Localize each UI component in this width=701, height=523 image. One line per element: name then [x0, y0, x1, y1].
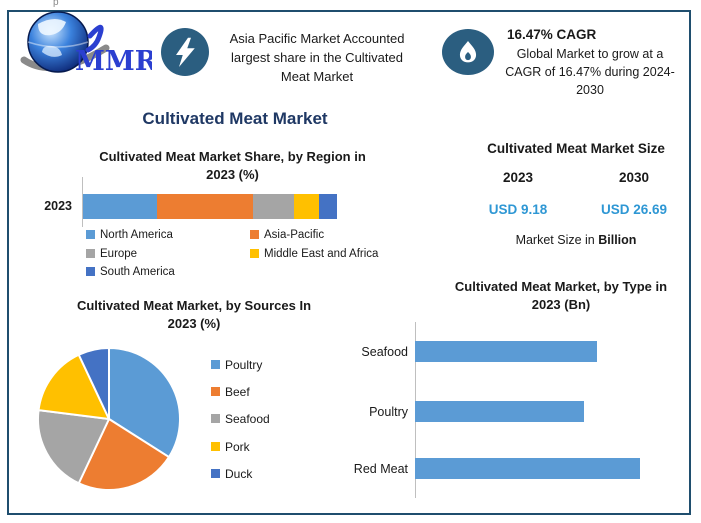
legend-swatch-icon	[211, 468, 220, 478]
region-chart-legend: North America Europe South America Asia-Pa…	[86, 229, 401, 285]
legend-swatch-icon	[211, 360, 220, 369]
type-chart-title: Cultivated Meat Market, by Type in 2023 …	[454, 279, 668, 313]
cagr-title: 16.47% CAGR	[507, 27, 597, 42]
lightning-badge	[161, 28, 209, 76]
type-category-label: Seafood	[361, 344, 408, 359]
market-size-values: USD 9.18 USD 26.69	[460, 202, 692, 217]
type-chart-row-seafood: Seafood	[340, 341, 597, 362]
logo-text: MMR	[75, 46, 152, 77]
region-chart-axis	[82, 177, 83, 227]
sources-chart-legend: Poultry Beef Seafood Pork Duck	[211, 358, 270, 495]
type-category-label: Red Meat	[353, 461, 408, 476]
mmr-logo: MMR	[20, 8, 158, 89]
market-size-year-2023: 2023	[502, 170, 534, 185]
legend-swatch-icon	[211, 441, 220, 451]
region-bar-segment-north-america	[83, 194, 157, 219]
sources-legend-item-poultry: Poultry	[211, 358, 270, 372]
legend-label: Beef	[225, 385, 250, 400]
region-stacked-bar	[83, 194, 337, 219]
region-legend-item-north-america: North America	[86, 229, 250, 242]
sources-legend-item-duck: Duck	[211, 466, 270, 481]
asia-pacific-highlight: Asia Pacific Market Accounted largest sh…	[229, 31, 405, 84]
flame-icon	[459, 41, 477, 63]
legend-swatch-icon	[86, 267, 95, 277]
region-bar-segment-south-america	[319, 194, 337, 219]
market-size-value-2023: USD 9.18	[488, 202, 548, 217]
legend-label: Asia-Pacific	[264, 229, 325, 241]
region-legend-item-south-america: South America	[86, 266, 250, 279]
type-chart-row-poultry: Poultry	[340, 401, 584, 422]
flame-badge	[442, 29, 494, 75]
market-size-years: 2023 2030	[460, 170, 692, 185]
legend-swatch-icon	[250, 230, 259, 239]
market-size-year-2030: 2030	[618, 170, 650, 185]
sources-legend-item-pork: Pork	[211, 439, 270, 454]
region-chart-title: Cultivated Meat Market Share, by Region …	[99, 149, 366, 183]
type-bar-red-meat	[415, 458, 640, 479]
pie-slice-seafood	[37, 409, 110, 485]
pie-slice-duck	[77, 347, 110, 420]
legend-swatch-icon	[86, 230, 95, 239]
type-bar-seafood	[415, 341, 597, 362]
sources-chart-title: Cultivated Meat Market, by Sources In 20…	[76, 298, 312, 332]
globe-icon: MMR	[20, 11, 158, 77]
legend-label: Seafood	[225, 412, 270, 427]
type-chart-row-red-meat: Red Meat	[340, 458, 640, 479]
region-legend-item-middle-east-and-africa: Middle East and Africa	[250, 248, 378, 261]
legend-label: Duck	[225, 466, 253, 481]
cagr-body: Global Market to grow at a CAGR of 16.47…	[505, 47, 675, 97]
cropped-edge-artifact: p	[53, 0, 59, 8]
pie-slice-pork	[37, 353, 110, 420]
market-size-caption-unit: Billion	[598, 233, 637, 247]
page-title: Cultivated Meat Market	[142, 109, 328, 128]
type-bar-poultry	[415, 401, 584, 422]
market-size-title: Cultivated Meat Market Size	[487, 141, 665, 156]
legend-label: South America	[100, 266, 175, 279]
sources-pie-chart	[37, 347, 181, 491]
sources-legend-item-beef: Beef	[211, 385, 270, 400]
region-chart-category-label: 2023	[44, 199, 72, 213]
market-size-value-2030: USD 26.69	[600, 202, 668, 217]
cagr-highlight: 16.47% CAGR Global Market to grow at a C…	[494, 25, 686, 99]
legend-swatch-icon	[86, 248, 95, 258]
region-legend-item-asia-pacific: Asia-Pacific	[250, 229, 378, 242]
sources-legend-item-seafood: Seafood	[211, 413, 270, 426]
legend-swatch-icon	[250, 248, 259, 258]
region-bar-segment-asia-pacific	[156, 194, 254, 219]
region-legend-item-europe: Europe	[86, 248, 250, 261]
market-size-caption-prefix: Market Size in	[515, 233, 599, 247]
region-legend-column-1: North America Europe South America	[86, 229, 250, 285]
lightning-icon	[176, 37, 195, 67]
legend-swatch-icon	[211, 414, 220, 424]
region-legend-column-2: Asia-Pacific Middle East and Africa	[250, 229, 378, 285]
type-category-label: Poultry	[369, 404, 408, 419]
legend-label: North America	[100, 229, 173, 241]
market-size-caption: Market Size in Billion	[460, 233, 692, 247]
type-chart-plot: Seafood Poultry Red Meat	[340, 0, 690, 523]
legend-swatch-icon	[211, 387, 220, 397]
legend-label: Poultry	[225, 358, 263, 372]
legend-label: Pork	[225, 439, 250, 454]
region-bar-segment-middle-east-and-africa	[293, 194, 320, 219]
legend-label: Middle East and Africa	[264, 247, 379, 260]
legend-label: Europe	[100, 247, 138, 260]
border-frame	[7, 10, 691, 515]
region-bar-segment-europe	[253, 194, 294, 219]
